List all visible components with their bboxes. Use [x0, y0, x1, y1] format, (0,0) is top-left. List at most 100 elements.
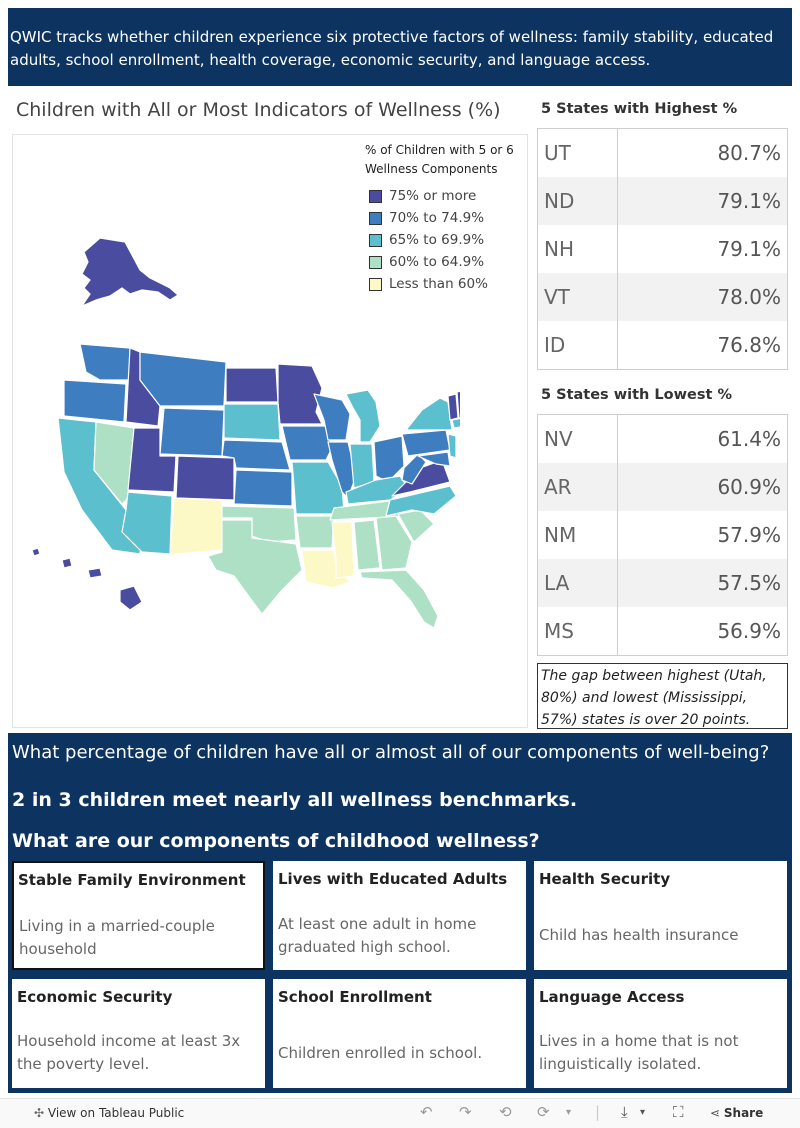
- state-ma: [451, 417, 460, 429]
- table-row[interactable]: NH 79.1%: [538, 225, 787, 273]
- state-al: [353, 519, 381, 571]
- card-description: Children enrolled in school.: [278, 1044, 483, 1062]
- state-md: [417, 451, 451, 467]
- state-code: NV: [538, 415, 618, 463]
- card-description: Living in a married-couple household: [19, 917, 215, 958]
- legend-item[interactable]: 75% or more: [365, 185, 525, 207]
- legend-item[interactable]: Less than 60%: [365, 273, 525, 295]
- state-code: MS: [538, 607, 618, 655]
- undo-icon[interactable]: ↶: [420, 1103, 433, 1121]
- legend-item[interactable]: 65% to 69.9%: [365, 229, 525, 251]
- legend-label: 70% to 74.9%: [389, 210, 485, 226]
- state-code: VT: [538, 273, 618, 321]
- card-description: Lives in a home that is not linguistical…: [539, 1032, 739, 1073]
- legend-swatch: [369, 211, 382, 225]
- state-ny: [405, 397, 453, 431]
- state-value: 78.0%: [717, 285, 781, 309]
- intro-text: QWIC tracks whether children experience …: [10, 28, 774, 69]
- legend-label: 60% to 64.9%: [389, 254, 485, 270]
- intro-banner: QWIC tracks whether children experience …: [8, 8, 792, 86]
- state-value: 76.8%: [717, 333, 781, 357]
- state-value: 60.9%: [717, 475, 781, 499]
- state-mn: [277, 363, 323, 425]
- component-card-educated-adults[interactable]: Lives with Educated Adults At least one …: [273, 861, 526, 970]
- state-nv: [93, 421, 135, 505]
- state-wa: [79, 343, 131, 381]
- share-icon: ⋖: [710, 1106, 721, 1120]
- legend-swatch: [369, 233, 382, 247]
- toolbar-divider: |: [595, 1103, 601, 1121]
- chevron-down-icon[interactable]: ▾: [640, 1107, 646, 1118]
- legend-item[interactable]: 70% to 74.9%: [365, 207, 525, 229]
- state-fl: [359, 569, 439, 629]
- state-value: 57.9%: [717, 523, 781, 547]
- component-card-language-access[interactable]: Language Access Lives in a home that is …: [534, 979, 787, 1088]
- view-on-tableau-link[interactable]: ✣ View on Tableau Public: [34, 1106, 184, 1120]
- table-row[interactable]: UT 80.7%: [538, 129, 787, 177]
- state-nc: [385, 485, 457, 517]
- state-vt: [447, 393, 459, 421]
- table-row[interactable]: AR 60.9%: [538, 463, 787, 511]
- summary-question: What percentage of children have all or …: [12, 742, 770, 763]
- legend-label: 65% to 69.9%: [389, 232, 485, 248]
- card-description: At least one adult in home graduated hig…: [278, 915, 477, 956]
- legend-item[interactable]: 60% to 64.9%: [365, 251, 525, 273]
- state-code: NM: [538, 511, 618, 559]
- card-title: School Enrollment: [278, 988, 432, 1006]
- refresh-icon[interactable]: ⟳: [537, 1103, 550, 1121]
- map-panel[interactable]: [12, 134, 528, 728]
- component-card-economic-security[interactable]: Economic Security Household income at le…: [12, 979, 265, 1088]
- chevron-down-icon[interactable]: ▾: [566, 1107, 572, 1118]
- state-or: [63, 379, 127, 423]
- state-oh: [373, 435, 405, 483]
- share-label: Share: [723, 1106, 764, 1120]
- state-wy: [159, 407, 225, 457]
- state-value: 61.4%: [717, 427, 781, 451]
- map-legend: % of Children with 5 or 6 Wellness Compo…: [365, 141, 525, 295]
- component-card-school-enrollment[interactable]: School Enrollment Children enrolled in s…: [273, 979, 526, 1088]
- state-ar: [295, 515, 335, 549]
- state-ne: [221, 439, 291, 471]
- state-code: UT: [538, 129, 618, 177]
- component-card-health-security[interactable]: Health Security Child has health insuran…: [534, 861, 787, 970]
- state-ks: [233, 469, 293, 507]
- card-title: Economic Security: [17, 988, 173, 1006]
- share-button[interactable]: ⋖ Share: [710, 1106, 763, 1120]
- legend-title: % of Children with 5 or 6 Wellness Compo…: [365, 143, 514, 176]
- state-value: 57.5%: [717, 571, 781, 595]
- lowest-table: NV 61.4% AR 60.9% NM 57.9% LA 57.5% MS 5…: [537, 414, 788, 656]
- card-description: Child has health insurance: [539, 926, 739, 944]
- state-code: ND: [538, 177, 618, 225]
- state-nm: [169, 497, 223, 557]
- lowest-title: 5 States with Lowest %: [541, 387, 732, 403]
- card-title: Lives with Educated Adults: [278, 870, 508, 888]
- table-row[interactable]: NV 61.4%: [538, 415, 787, 463]
- table-row[interactable]: ID 76.8%: [538, 321, 787, 369]
- state-nd: [225, 367, 279, 403]
- state-sd: [223, 403, 281, 441]
- component-card-stable-family[interactable]: Stable Family Environment Living in a ma…: [12, 861, 265, 970]
- fullscreen-icon[interactable]: ⛶: [673, 1103, 684, 1121]
- table-row[interactable]: VT 78.0%: [538, 273, 787, 321]
- table-row[interactable]: ND 79.1%: [538, 177, 787, 225]
- state-wv: [401, 453, 427, 485]
- legend-label: 75% or more: [389, 188, 477, 204]
- legend-swatch: [369, 189, 382, 203]
- state-code: NH: [538, 225, 618, 273]
- download-icon[interactable]: ⤓: [621, 1103, 628, 1121]
- redo-icon[interactable]: ↷: [459, 1103, 472, 1121]
- state-ga: [375, 515, 413, 571]
- state-code: LA: [538, 559, 618, 607]
- table-row[interactable]: LA 57.5%: [538, 559, 787, 607]
- revert-icon[interactable]: ⟲: [499, 1103, 512, 1121]
- table-row[interactable]: MS 56.9%: [538, 607, 787, 655]
- map-title: Children with All or Most Indicators of …: [16, 99, 501, 121]
- state-la: [301, 549, 351, 589]
- state-tx: [207, 519, 303, 615]
- table-row[interactable]: NM 57.9%: [538, 511, 787, 559]
- state-value: 79.1%: [717, 237, 781, 261]
- state-in: [349, 443, 375, 489]
- legend-swatch: [369, 277, 382, 291]
- legend-swatch: [369, 255, 382, 269]
- us-choropleth-map[interactable]: [30, 230, 460, 630]
